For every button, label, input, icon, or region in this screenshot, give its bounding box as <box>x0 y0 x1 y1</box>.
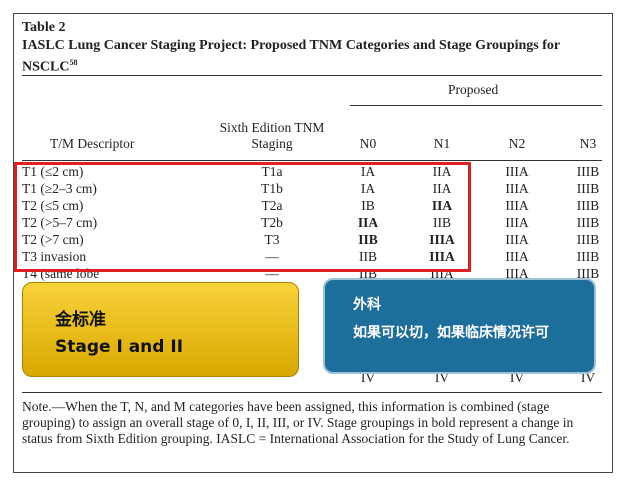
cell: IIIA <box>429 232 455 247</box>
row-label: T3 invasion <box>22 249 87 264</box>
row-label: T1 (≥2–3 cm) <box>22 181 97 196</box>
callout-title: 外科 <box>353 297 381 313</box>
rule <box>350 105 602 106</box>
cell: IIA <box>432 181 452 196</box>
callout-text: 如果可以切，如果临床情况许可 <box>353 325 549 341</box>
row-label: T2 (>5–7 cm) <box>22 215 98 230</box>
cell: IIIB <box>576 232 600 247</box>
cell: IIB <box>359 249 377 264</box>
callout-gold: 金标准 Stage I and II <box>22 282 299 377</box>
row-label: T1 (≤2 cm) <box>22 164 84 179</box>
cell: IIIA <box>505 215 529 230</box>
cell: IIIA <box>505 249 529 264</box>
cell: IIIA <box>505 164 529 179</box>
cell: IIIB <box>576 164 600 179</box>
cell: IIB <box>358 232 378 247</box>
cell: IIIB <box>576 215 600 230</box>
reference: 58 <box>69 58 78 67</box>
table-label: Table 2 <box>22 20 66 35</box>
column-header: N1 <box>433 136 451 151</box>
rule <box>22 160 602 161</box>
column-header: N2 <box>508 136 526 151</box>
cell: IIIA <box>505 266 529 281</box>
cell: IA <box>360 181 376 196</box>
cell: IIIA <box>429 249 455 264</box>
cell: IIIB <box>576 198 600 213</box>
cell: IA <box>360 164 376 179</box>
callout-blue: 外科 如果可以切，如果临床情况许可 <box>323 278 596 374</box>
column-header: T/M Descriptor <box>50 136 135 151</box>
callout-title: 金标准 <box>55 310 106 330</box>
cell: T1b <box>261 181 283 196</box>
title-text: IASLC Lung Cancer Staging Project: Propo… <box>22 38 560 75</box>
callout-text: Stage I and II <box>55 337 184 357</box>
cell: IIB <box>433 215 451 230</box>
cell: IIA <box>357 215 379 230</box>
cell: IIA <box>431 198 453 213</box>
note: Note.—When the T, N, and M categories ha… <box>22 399 574 446</box>
cell: IIIA <box>505 198 529 213</box>
cell: IB <box>361 198 375 213</box>
rule <box>22 75 602 76</box>
cell: T2a <box>261 198 283 213</box>
cell: T3 <box>264 232 280 247</box>
cell: IIIB <box>576 181 600 196</box>
group-header: Proposed <box>448 82 499 97</box>
cell: IIIA <box>505 181 529 196</box>
cell: IIA <box>432 164 452 179</box>
cell: IIIB <box>576 249 600 264</box>
column-header: N0 <box>359 136 377 151</box>
row-label: T2 (>7 cm) <box>22 232 84 247</box>
cell: T1a <box>261 164 283 179</box>
highlight-box <box>14 162 471 272</box>
row-label: T2 (≤5 cm) <box>22 198 84 213</box>
rule <box>22 392 602 393</box>
cell: IIIA <box>505 232 529 247</box>
cell: — <box>265 249 279 264</box>
cell: T2b <box>261 215 283 230</box>
column-header: N3 <box>579 136 597 151</box>
cell: IIIB <box>576 266 600 281</box>
table-frame <box>13 13 613 473</box>
column-header: Sixth Edition TNM Staging <box>219 120 325 151</box>
table-title: IASLC Lung Cancer Staging Project: Propo… <box>22 37 582 76</box>
